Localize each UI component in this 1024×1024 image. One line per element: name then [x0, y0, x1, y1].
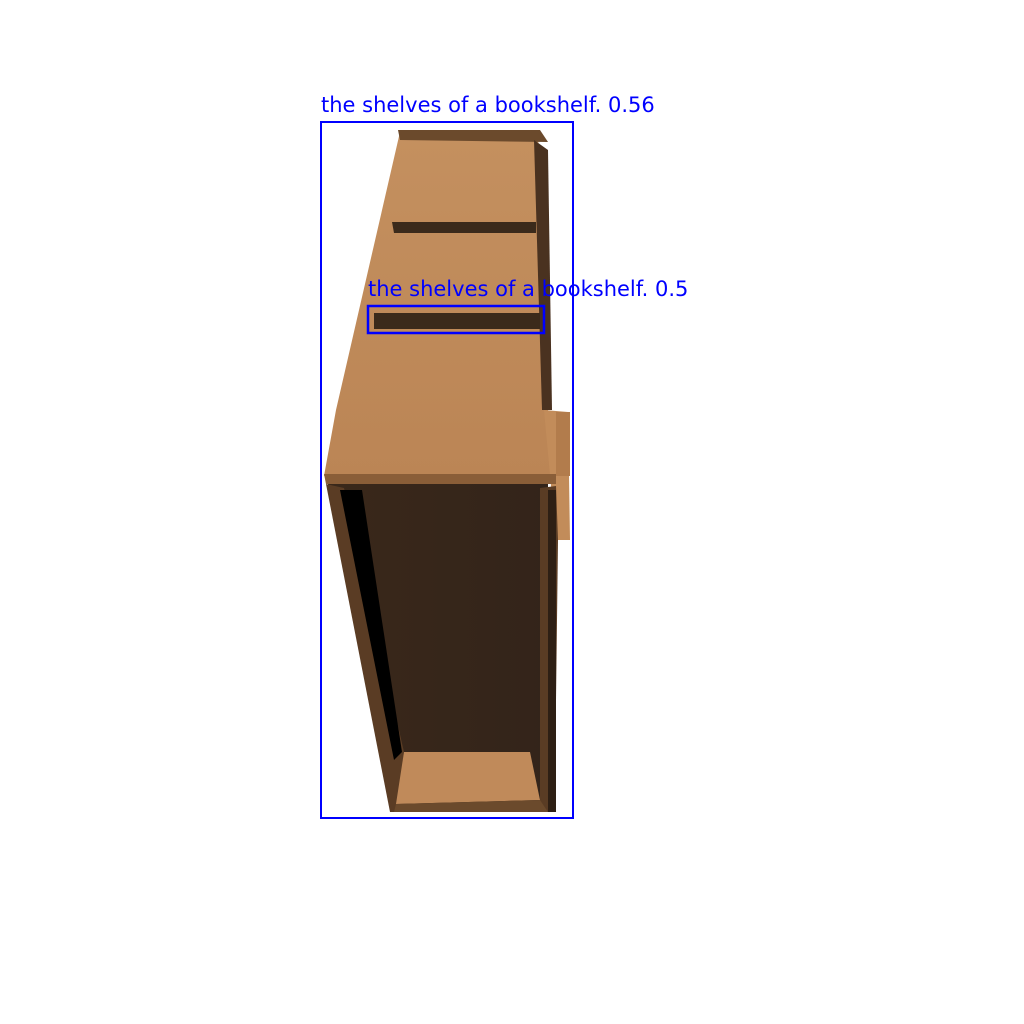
- bookshelf-inner-shadow: [340, 490, 402, 760]
- bookshelf-right-edge-dark: [548, 490, 556, 812]
- detection-box-1: the shelves of a bookshelf. 0.56: [320, 93, 655, 819]
- detection-box-2-label: the shelves of a bookshelf. 0.5: [368, 277, 688, 301]
- detection-box-1-label: the shelves of a bookshelf. 0.56: [321, 93, 655, 117]
- bookshelf-render: [324, 130, 570, 812]
- shelf-slot-upper: [392, 222, 536, 233]
- detection-box-2-rect: [366, 304, 546, 335]
- bookshelf-left-panel: [326, 484, 404, 812]
- bookshelf-right-block-shade: [556, 412, 570, 476]
- detection-box-1-rect: [320, 121, 574, 819]
- bookshelf-top-surface: [324, 132, 556, 476]
- detection-box-2: the shelves of a bookshelf. 0.5: [366, 277, 688, 335]
- bookshelf-bottom-shelf: [396, 752, 540, 804]
- bookshelf-bottom-edge: [394, 800, 548, 812]
- bookshelf-right-panel-upper: [534, 140, 552, 410]
- bookshelf-front-rim: [324, 474, 556, 484]
- bookshelf-top-edge: [398, 130, 548, 142]
- shelf-slot-lower: [374, 313, 540, 329]
